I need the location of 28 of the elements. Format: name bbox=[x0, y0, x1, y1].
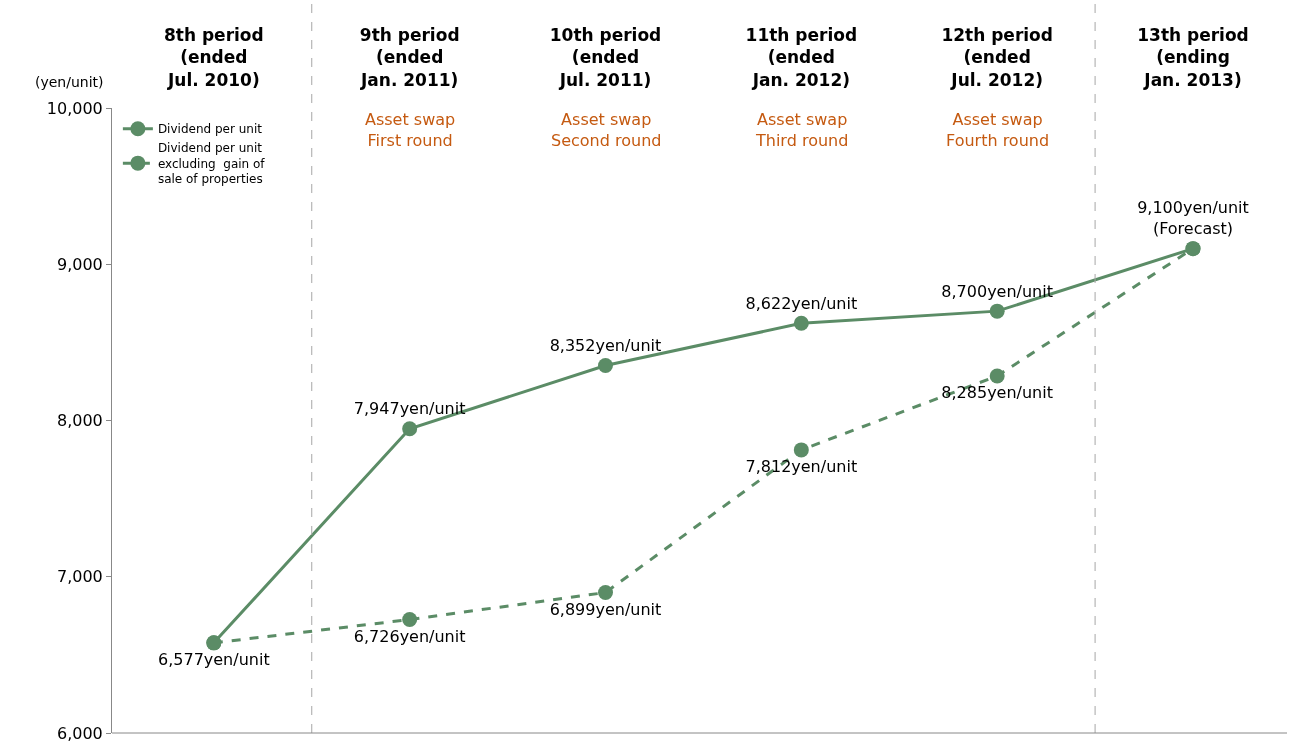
y-axis-title: (yen/unit) bbox=[35, 74, 104, 90]
x-tick-label: 8th period (ended Jul. 2010) bbox=[163, 25, 264, 90]
y-tick-label: 9,000 bbox=[56, 254, 103, 274]
legend-label: Dividend per unit excluding gain of sale of properties bbox=[157, 141, 266, 187]
legend-label: Dividend per unit bbox=[157, 122, 263, 137]
x-tick-label: 11th period (ended Jan. 2012) bbox=[745, 25, 858, 90]
y-tick-label: 7,000 bbox=[56, 567, 103, 587]
x-tick-label: 13th period (ending Jan. 2013) bbox=[1137, 25, 1249, 90]
data-label: 8,700yen/unit bbox=[941, 281, 1053, 301]
data-label: 7,947yen/unit bbox=[353, 399, 466, 419]
data-label: 7,812yen/unit bbox=[745, 457, 858, 477]
x-tick-label: 12th period (ended Jul. 2012) bbox=[941, 25, 1053, 90]
data-label: 8,622yen/unit bbox=[745, 293, 858, 313]
annotation: Asset swap Third round bbox=[755, 110, 849, 150]
y-tick-label: 8,000 bbox=[56, 411, 103, 431]
annotation: Asset swap Second round bbox=[551, 110, 662, 150]
data-label: 8,352yen/unit bbox=[549, 336, 662, 356]
data-label: 6,726yen/unit bbox=[353, 626, 466, 646]
x-tick-label: 10th period (ended Jul. 2011) bbox=[549, 25, 662, 90]
x-tick-label: 9th period (ended Jan. 2011) bbox=[359, 25, 460, 90]
annotation: Asset swap Fourth round bbox=[946, 110, 1050, 150]
y-tick-label: 10,000 bbox=[46, 98, 103, 118]
data-label: 6,899yen/unit bbox=[549, 599, 662, 619]
y-tick-label: 6,000 bbox=[56, 723, 103, 743]
data-label: 8,285yen/unit bbox=[941, 383, 1053, 403]
annotation: Asset swap First round bbox=[365, 110, 456, 150]
data-label: 6,577yen/unit bbox=[158, 650, 270, 670]
data-label: 9,100yen/unit (Forecast) bbox=[1137, 198, 1249, 239]
